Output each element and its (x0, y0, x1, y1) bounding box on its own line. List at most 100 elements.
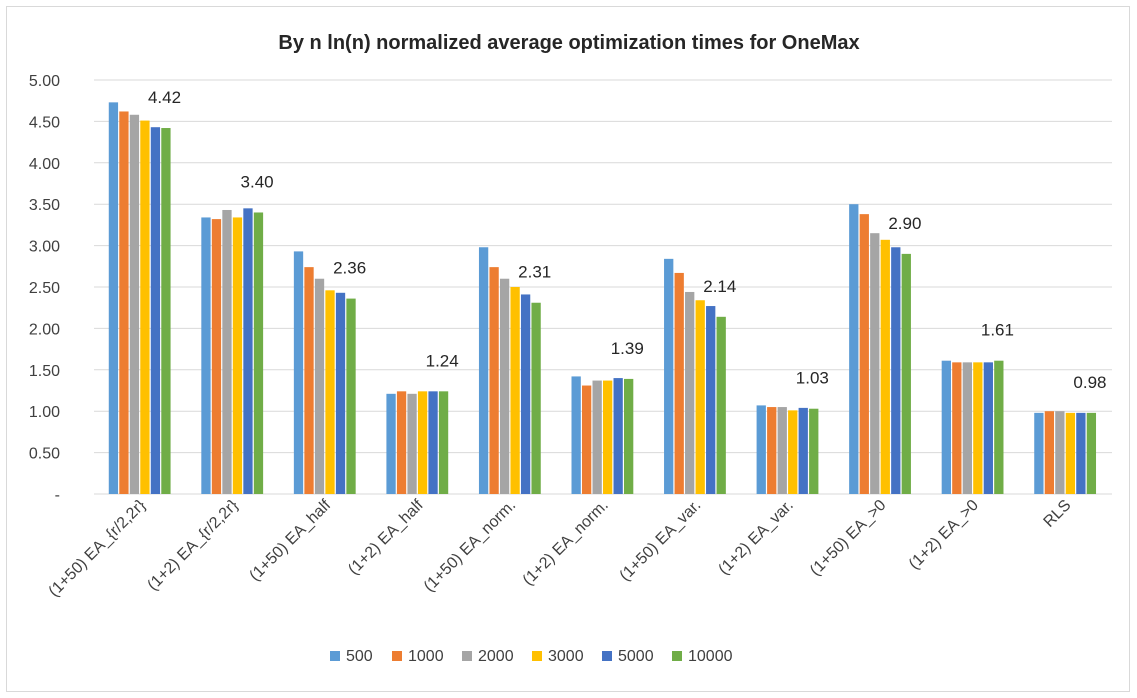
bar (756, 405, 766, 494)
bar (1076, 412, 1086, 494)
data-label: 0.98 (1073, 373, 1106, 392)
bar (304, 267, 314, 494)
x-category-label: (1+2) EA_norm. (520, 497, 612, 589)
x-category-label: RLS (1041, 497, 1075, 531)
bar (788, 410, 798, 494)
bar (1055, 411, 1065, 494)
bar (859, 214, 869, 495)
x-category-label: (1+50) EA_>0 (807, 497, 890, 580)
y-tick-label: 4.50 (29, 114, 60, 131)
legend-label: 2000 (478, 648, 514, 665)
x-category-label: (1+2) EA_var. (715, 497, 797, 579)
data-label: 3.40 (241, 172, 274, 191)
bar (407, 393, 417, 494)
y-tick-label: 1.50 (29, 363, 60, 380)
bar (706, 306, 716, 494)
x-category-label: (1+2) EA_half (345, 496, 427, 578)
legend-item: 2000 (462, 648, 514, 665)
bar (478, 247, 489, 494)
legend-swatch (602, 651, 612, 661)
bar (150, 127, 161, 495)
x-category-label: (1+2) EA_{r/2,2r} (144, 496, 242, 594)
bar (314, 278, 325, 494)
bar (396, 391, 407, 494)
bar (119, 111, 129, 495)
bar (941, 360, 951, 494)
bar (222, 209, 232, 494)
gridlines (94, 79, 1112, 495)
bar (1065, 412, 1076, 494)
legend-swatch (392, 651, 402, 661)
y-tick-label: 4.00 (29, 156, 60, 173)
data-label: 1.61 (981, 321, 1014, 340)
bar (880, 239, 890, 494)
x-category-label: (1+50) EA_var. (617, 497, 705, 585)
bar (695, 300, 705, 494)
legend-swatch (330, 651, 340, 661)
bar (1044, 411, 1055, 494)
bar (798, 407, 808, 494)
bar (243, 208, 253, 494)
bars (108, 102, 1097, 495)
bar (438, 391, 449, 494)
legend-item: 10000 (672, 648, 733, 665)
data-label: 1.24 (426, 351, 459, 370)
legend-item: 3000 (532, 648, 584, 665)
data-labels: 4.42 3.40 2.36 1.24 2.31 1.39 2.14 1.03 2.90 1.61… (148, 88, 1107, 392)
bar (685, 291, 695, 494)
bar (325, 290, 335, 494)
bar (624, 378, 634, 494)
bar (417, 391, 428, 494)
bar (809, 408, 819, 494)
bar (901, 253, 911, 494)
chart-frame: By n ln(n) normalized average optimizati… (6, 6, 1130, 692)
bar (582, 385, 592, 494)
bar (1034, 412, 1044, 494)
bar-chart: By n ln(n) normalized average optimizati… (29, 32, 1112, 665)
bar (952, 362, 962, 494)
bar (973, 362, 983, 494)
bar (870, 233, 880, 494)
bar (891, 247, 901, 494)
data-label: 2.14 (703, 277, 736, 296)
x-category-label: (1+2) EA_>0 (906, 497, 982, 573)
legend-label: 3000 (548, 648, 584, 665)
bar (571, 376, 581, 494)
bar (664, 258, 674, 494)
bar (428, 391, 438, 494)
bar (674, 272, 684, 494)
legend-item: 5000 (602, 648, 654, 665)
x-category-label: (1+50) EA_norm. (421, 497, 519, 595)
data-label: 2.36 (333, 259, 366, 278)
bar (613, 378, 623, 494)
bar (253, 212, 264, 495)
y-tick-label: 2.00 (29, 321, 60, 338)
bar (386, 393, 396, 494)
bar (346, 298, 356, 494)
bar (603, 380, 613, 494)
data-label: 4.42 (148, 88, 181, 107)
legend-swatch (532, 651, 542, 661)
chart-title: By n ln(n) normalized average optimizati… (278, 32, 859, 54)
bar (108, 102, 119, 494)
bar (849, 204, 859, 494)
y-tick-label: 1.00 (29, 404, 60, 421)
legend-swatch (672, 651, 682, 661)
bar (777, 407, 787, 494)
x-category-label: (1+50) EA_{r/2,2r} (46, 496, 150, 600)
bar (293, 251, 304, 494)
bar (489, 267, 499, 494)
y-tick-label: 0.50 (29, 446, 60, 463)
legend-item: 1000 (392, 648, 444, 665)
bar (520, 294, 531, 494)
data-label: 1.03 (796, 369, 829, 388)
bar (1086, 412, 1097, 494)
bar (983, 362, 993, 494)
bar (211, 219, 222, 494)
bar (232, 217, 243, 494)
legend: 500 1000 2000 3000 5000 10000 (330, 648, 733, 665)
bar (592, 380, 602, 494)
bar (962, 362, 972, 494)
data-label: 2.90 (888, 214, 921, 233)
y-tick-label: 2.50 (29, 280, 60, 297)
